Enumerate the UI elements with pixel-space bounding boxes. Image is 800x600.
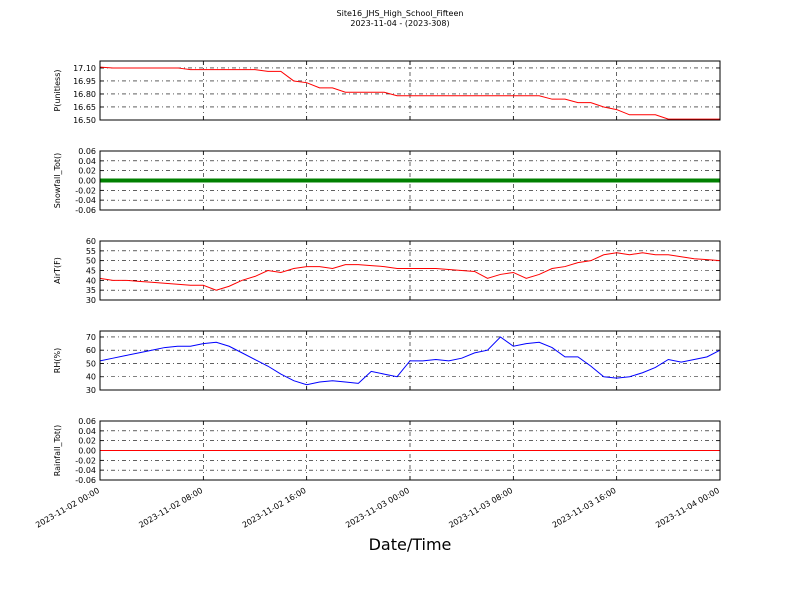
y-tick-label: 70	[86, 333, 96, 342]
data-line	[99, 66, 720, 120]
x-axis-label: Date/Time	[369, 535, 452, 554]
axes-frame	[99, 330, 721, 391]
y-tick-label: -0.06	[75, 206, 96, 215]
y-tick-label: 30	[86, 296, 96, 305]
y-axis-label: AirT(F)	[53, 257, 62, 284]
y-tick-label: 16.80	[73, 90, 96, 99]
y-tick-label: 0.04	[78, 157, 96, 166]
y-tick-label: 60	[86, 346, 96, 355]
y-tick-label: 30	[86, 386, 96, 395]
y-tick-label: 50	[86, 257, 96, 266]
data-line	[99, 252, 721, 291]
y-axis-label: Rainfall_Tot()	[53, 425, 62, 477]
y-tick-label: 0.06	[78, 147, 96, 156]
y-tick-label: 16.50	[73, 116, 96, 125]
y-tick-label: 35	[86, 286, 96, 295]
y-tick-label: 0.00	[78, 177, 96, 186]
axes-frame	[99, 240, 721, 301]
axes-frame	[99, 60, 721, 121]
y-tick-label: 45	[86, 267, 96, 276]
y-tick-label: 0.02	[78, 437, 96, 446]
y-tick-label: 0.04	[78, 427, 96, 436]
y-tick-label: 50	[86, 359, 96, 368]
y-tick-label: 40	[86, 373, 96, 382]
y-tick-label: 16.65	[73, 103, 96, 112]
y-tick-label: 0.06	[78, 417, 96, 426]
y-tick-label: -0.04	[75, 196, 96, 205]
y-tick-label: -0.02	[75, 456, 96, 465]
subtitle: 2023-11-04 - (2023-308)	[350, 19, 449, 28]
axes-frame	[99, 150, 721, 211]
y-axis-label: RH(%)	[53, 348, 62, 373]
y-tick-label: 0.02	[78, 167, 96, 176]
y-axis-label: Snowfall_Tot()	[53, 153, 62, 209]
axes-frame	[99, 420, 721, 481]
y-tick-label: 17.10	[73, 64, 96, 73]
y-tick-label: 16.95	[73, 77, 96, 86]
y-tick-label: 40	[86, 276, 96, 285]
data-line	[99, 336, 721, 386]
y-tick-label: 0.00	[78, 447, 96, 456]
title: Site16_JHS_High_School_Fifteen	[337, 9, 464, 18]
y-tick-label: -0.02	[75, 186, 96, 195]
y-axis-label: P(unitless)	[53, 69, 62, 111]
y-tick-label: -0.04	[75, 466, 96, 475]
y-tick-label: -0.06	[75, 476, 96, 485]
y-tick-label: 60	[86, 237, 96, 246]
y-tick-label: 55	[86, 247, 96, 256]
